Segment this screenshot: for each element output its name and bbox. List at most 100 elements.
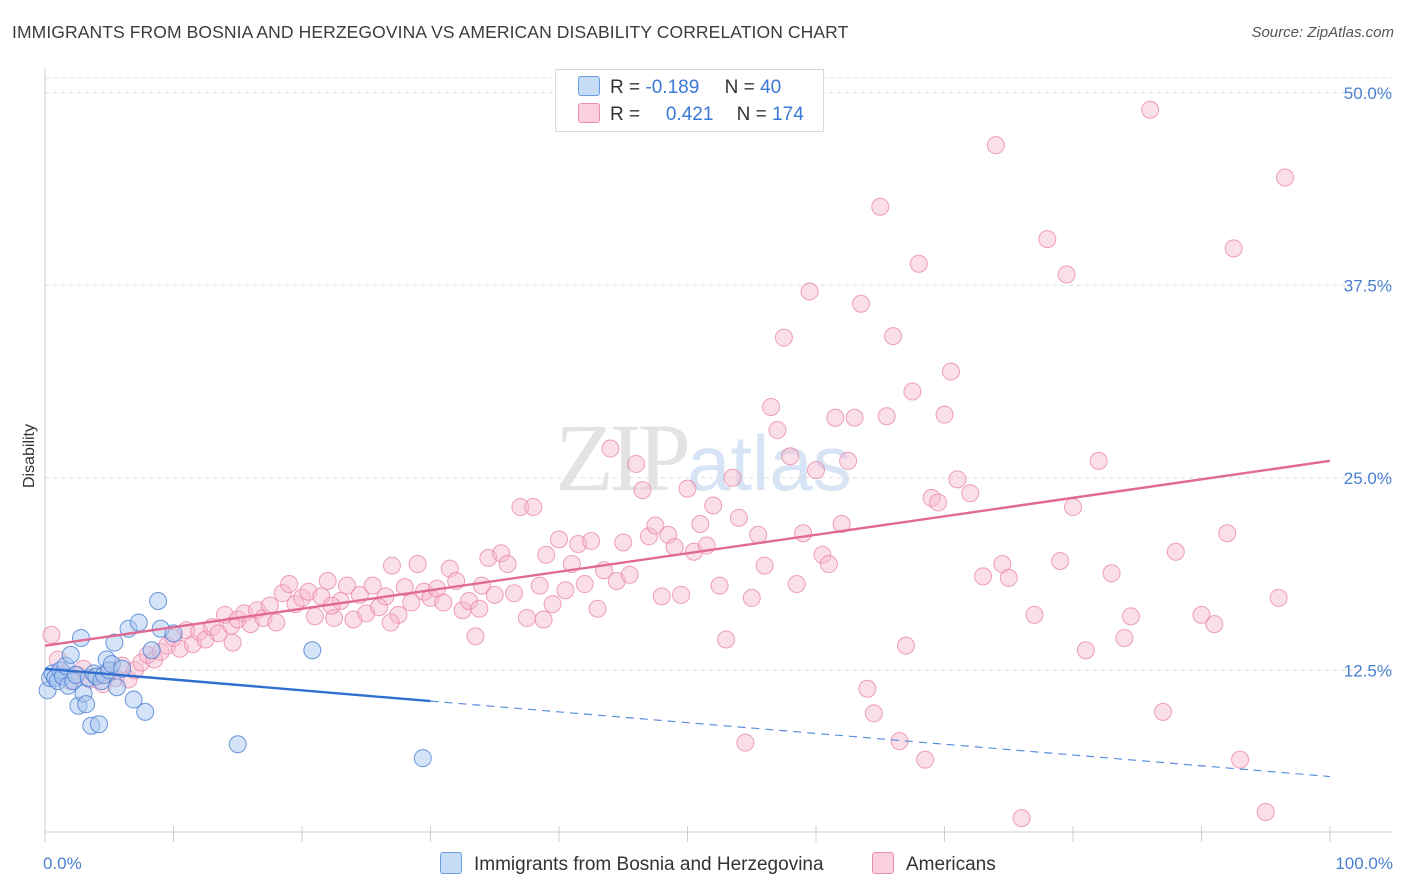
y-axis-title: Disability <box>21 424 38 488</box>
americans-point <box>627 454 646 473</box>
americans-point <box>363 576 382 595</box>
americans-point <box>466 627 485 646</box>
americans-point <box>762 397 781 416</box>
americans-point <box>223 633 242 652</box>
americans-point <box>755 556 774 575</box>
bosnia-point <box>149 592 168 610</box>
americans-point <box>620 565 639 584</box>
americans-point <box>877 407 896 426</box>
americans-point <box>1231 750 1250 769</box>
americans-point <box>633 481 652 500</box>
americans-point <box>1057 265 1076 284</box>
americans-point <box>691 515 710 533</box>
americans-point <box>434 593 453 612</box>
americans-point <box>813 545 832 564</box>
bosnia-point <box>107 678 126 697</box>
americans-point <box>614 533 633 552</box>
americans-point <box>974 567 993 586</box>
americans-point <box>1012 809 1031 828</box>
bosnia-point <box>61 645 80 664</box>
americans-point <box>794 524 813 543</box>
americans-point <box>524 498 543 517</box>
x-tick-label-min: 0.0% <box>43 854 82 873</box>
source-label: Source: ZipAtlas.com <box>1251 24 1394 41</box>
americans-point <box>986 136 1005 155</box>
bosnia-point <box>77 695 96 714</box>
americans-point <box>858 679 877 698</box>
americans-point <box>787 575 806 594</box>
bottom-legend-label-americans: Americans <box>906 854 996 875</box>
americans-point <box>575 575 594 594</box>
americans-point <box>1025 605 1044 624</box>
americans-point <box>1218 524 1237 543</box>
y-tick-label: 25.0% <box>1344 469 1392 488</box>
americans-point <box>408 555 427 574</box>
americans-point <box>646 516 665 535</box>
americans-point <box>1269 588 1288 607</box>
americans-point <box>807 461 825 480</box>
chart-title: IMMIGRANTS FROM BOSNIA AND HERZEGOVINA V… <box>12 22 849 42</box>
legend-r-value: -0.189 <box>645 77 700 98</box>
americans-point <box>672 585 691 604</box>
americans-point <box>511 498 530 517</box>
bosnia-point <box>129 613 148 632</box>
legend-swatch-pink <box>578 103 600 123</box>
legend-r-value: 0.421 <box>665 104 714 125</box>
americans-point <box>556 581 575 600</box>
americans-point <box>922 488 941 507</box>
americans-point <box>1115 628 1134 647</box>
y-tick-label: 37.5% <box>1344 276 1392 295</box>
americans-point <box>678 479 697 498</box>
americans-point <box>550 530 568 549</box>
americans-point <box>1102 564 1121 583</box>
americans-point <box>903 382 922 401</box>
bottom-legend-swatch-pink <box>872 852 894 874</box>
bosnia-point <box>413 749 432 768</box>
bosnia-trend-extrapolation <box>430 700 1331 778</box>
americans-point <box>871 197 890 216</box>
americans-point <box>1276 168 1295 187</box>
americans-point <box>505 584 524 603</box>
americans-point <box>1051 551 1070 570</box>
americans-point <box>819 555 838 574</box>
americans-point <box>382 556 401 575</box>
legend-row-bosnia: R = -0.189 N = 40 <box>578 76 781 100</box>
americans-point <box>999 568 1018 587</box>
americans-point <box>909 254 928 273</box>
americans-point <box>851 294 870 313</box>
americans-point <box>839 451 858 470</box>
americans-point <box>884 327 903 346</box>
americans-point <box>961 484 980 503</box>
bosnia-point <box>142 641 161 660</box>
americans-point <box>337 576 356 595</box>
axes <box>44 68 1392 842</box>
americans-point <box>1256 802 1275 821</box>
americans-point <box>470 599 489 618</box>
americans-point <box>729 508 748 527</box>
watermark: ZIPatlas <box>555 402 852 513</box>
americans-point <box>1166 542 1185 561</box>
americans-point <box>305 607 324 626</box>
americans-trend-line <box>44 459 1331 647</box>
bosnia-point <box>71 628 90 647</box>
americans-point <box>864 704 883 723</box>
americans-point <box>941 362 960 381</box>
americans-point <box>389 605 408 624</box>
americans-point <box>1192 605 1211 624</box>
bosnia-trend-line <box>44 667 431 703</box>
bottom-legend-swatch-blue <box>440 852 462 874</box>
bosnia-point <box>124 690 143 709</box>
americans-point <box>1121 607 1140 626</box>
americans-point <box>736 733 755 752</box>
bosnia-point <box>228 735 247 754</box>
axis-labels: 12.5% 25.0% 37.5% 50.0% 0.0% 100.0% Disability <box>21 84 1393 873</box>
americans-point <box>704 496 723 515</box>
americans-points <box>42 100 1295 828</box>
americans-point <box>717 630 736 649</box>
watermark-zip: ZIP <box>555 404 691 511</box>
americans-point <box>935 405 954 424</box>
americans-point <box>800 282 819 301</box>
americans-point <box>280 575 299 594</box>
americans-point <box>582 531 601 550</box>
americans-point <box>601 439 620 458</box>
